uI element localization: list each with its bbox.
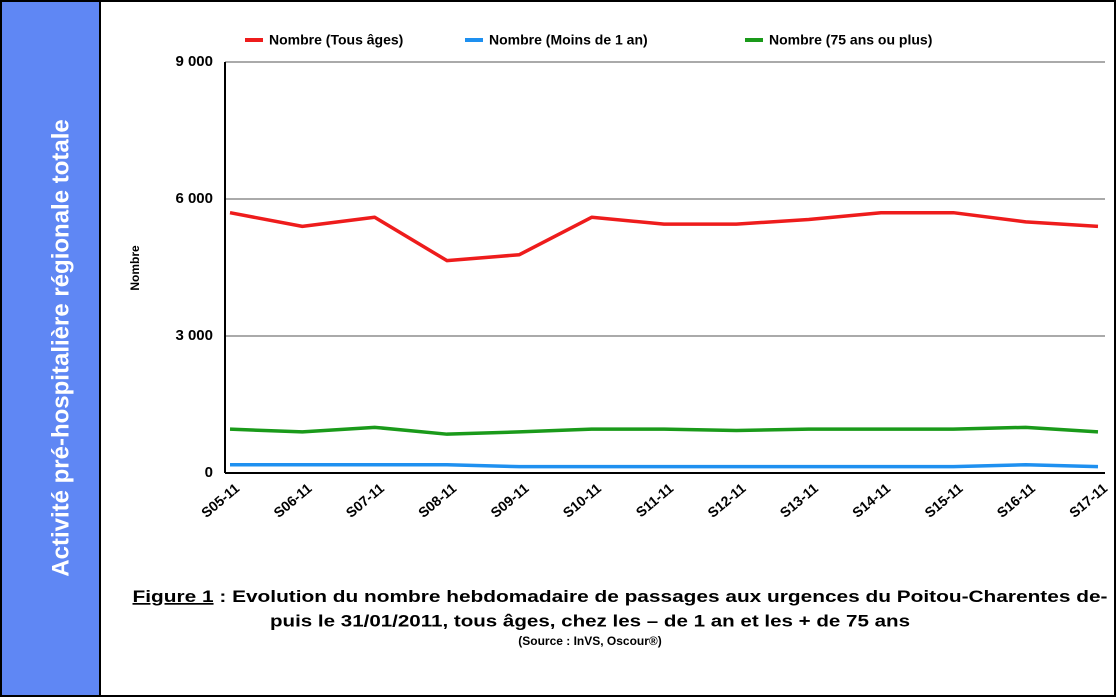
series-line	[229, 425, 1099, 436]
legend-label: Nombre (Tous âges)	[269, 32, 403, 48]
series-line	[230, 463, 1099, 469]
series-line	[229, 210, 1099, 263]
caption-line: puis le 31/01/2011, tous âges, chez les …	[270, 611, 910, 630]
caption-label: Figure 1	[133, 587, 214, 606]
y-tick-label: 9 000	[175, 53, 213, 70]
caption-source: (Source : InVS, Oscour®)	[518, 634, 662, 648]
legend-label: Nombre (Moins de 1 an)	[489, 32, 648, 48]
caption-text: : Evolution du nombre hebdomadaire de pa…	[214, 587, 1108, 606]
y-tick-label: 6 000	[175, 190, 213, 207]
sidebar-title: Activité pré-hospitalière régionale tota…	[47, 119, 74, 576]
y-tick-label: 0	[205, 464, 213, 481]
caption-line: Figure 1 : Evolution du nombre hebdomada…	[133, 587, 1108, 606]
y-axis-label: Nombre	[128, 245, 142, 291]
sidebar	[0, 0, 101, 697]
y-tick-label: 3 000	[175, 327, 213, 344]
legend-label: Nombre (75 ans ou plus)	[769, 32, 932, 48]
